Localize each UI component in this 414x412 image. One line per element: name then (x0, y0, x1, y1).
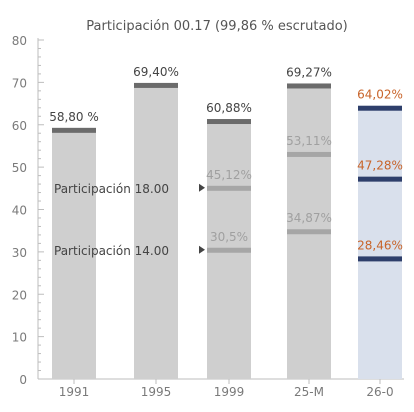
bar-top-marker-26-0 (358, 105, 402, 111)
x-tick-label: 1995 (141, 385, 172, 399)
y-tick-label: 20 (12, 288, 27, 302)
bar-value-label-25-M: 69,27% (286, 65, 332, 79)
bar-value-label-1991: 58,80 % (49, 110, 99, 124)
bar-value-label-26-0: 64,02% (357, 88, 403, 102)
intermediate-label-1999: 30,5% (210, 230, 248, 244)
intermediate-marker-1999 (207, 247, 251, 253)
bar-value-label-1995: 69,40% (133, 65, 179, 79)
bar-value-label-1999: 60,88% (206, 101, 252, 115)
x-tick-label: 1999 (214, 385, 245, 399)
intermediate-label-1999: 45,12% (206, 168, 252, 182)
y-tick-label: 70 (12, 76, 27, 90)
bar-top-marker-1999 (207, 119, 251, 125)
x-tick-label: 25-M (294, 385, 324, 399)
annotation-label: Participación 14.00 (54, 244, 169, 258)
intermediate-label-26-0: 28,46% (357, 238, 403, 252)
intermediate-marker-26-0 (358, 176, 402, 182)
bar-1991 (52, 129, 96, 379)
bar-1995 (134, 84, 178, 379)
intermediate-marker-25-M (287, 229, 331, 235)
bar-26-0 (358, 107, 402, 380)
x-tick-label: 1991 (59, 385, 90, 399)
bar-top-marker-1995 (134, 82, 178, 88)
plot-area: 0 10 20 30 40 50 60 70 80 58,80 % 1991 69,40% 1995 60… (12, 34, 404, 399)
intermediate-marker-25-M (287, 151, 331, 157)
chart-title: Participación 00.17 (99,86 % escrutado) (86, 19, 347, 34)
y-tick-label: 60 (12, 119, 27, 133)
annotation-arrow-icon (199, 245, 205, 254)
intermediate-label-26-0: 47,28% (357, 159, 403, 173)
bar-top-marker-1991 (52, 127, 96, 133)
y-tick-label: 80 (12, 34, 27, 48)
y-tick-label: 40 (12, 204, 27, 218)
intermediate-label-25-M: 53,11% (286, 134, 332, 148)
intermediate-marker-26-0 (358, 256, 402, 262)
x-tick-label: 26-0 (366, 385, 393, 399)
bar-top-marker-25-M (287, 83, 331, 89)
annotation-arrow-icon (199, 183, 205, 192)
y-tick-label: 0 (19, 373, 27, 387)
intermediate-label-25-M: 34,87% (286, 211, 332, 225)
y-tick-label: 10 (12, 331, 27, 345)
intermediate-marker-1999 (207, 185, 251, 191)
y-tick-label: 30 (12, 246, 27, 260)
annotation-label: Participación 18.00 (54, 182, 169, 196)
y-tick-label: 50 (12, 161, 27, 175)
